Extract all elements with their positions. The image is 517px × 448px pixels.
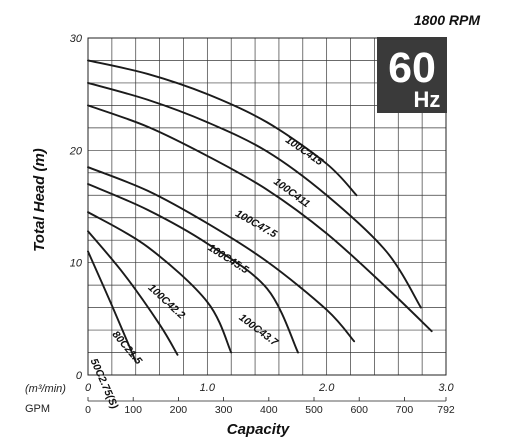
- y-tick-label: 20: [69, 145, 83, 157]
- curve-label: 100C47.5: [233, 208, 279, 241]
- curve-100C415: [87, 59, 358, 197]
- hz-badge-number: 60: [388, 44, 436, 92]
- curve-label: 100C43.7: [237, 312, 282, 350]
- rpm-label: 1800 RPM: [414, 12, 480, 28]
- plot-frame: [87, 37, 447, 376]
- x-tick-label: 3.0: [438, 382, 454, 394]
- curve-label: 80C21.5: [110, 329, 145, 367]
- x-unit-label: (m³/min): [25, 383, 66, 395]
- gpm-tick-label: 100: [124, 404, 142, 416]
- y-tick-label: 0: [76, 370, 83, 382]
- gpm-tick-label: 400: [260, 404, 278, 416]
- x-tick-label: 1.0: [200, 382, 216, 394]
- curve-label: 100C411: [271, 176, 312, 211]
- curve-100C42.2: [87, 211, 233, 354]
- gpm-tick-label: 500: [305, 404, 323, 416]
- x-tick-label: 0: [85, 382, 92, 394]
- gpm-tick-label: 792: [437, 404, 455, 416]
- performance-curves: [87, 59, 433, 363]
- y-tick-label: 10: [70, 258, 83, 270]
- curve-100C45.5: [87, 166, 356, 343]
- curve-label: 100C415: [283, 134, 325, 168]
- gpm-tick-label: 0: [85, 404, 91, 416]
- curve-100C43.7: [87, 183, 299, 354]
- gpm-tick-label: 600: [350, 404, 368, 416]
- curve-label: 50C2.75(S): [88, 357, 121, 411]
- y-tick-label: 30: [70, 33, 83, 45]
- curve-100C411: [87, 81, 422, 309]
- curve-50C2.75(S): [87, 250, 137, 363]
- gpm-tick-label: 200: [170, 404, 188, 416]
- gpm-tick-label: 300: [215, 404, 233, 416]
- gpm-tick-label: 700: [396, 404, 414, 416]
- y-axis-label: Total Head (m): [31, 148, 48, 252]
- curve-80C21.5: [87, 230, 179, 356]
- curve-100C47.5: [87, 104, 433, 333]
- x-tick-label: 2.0: [318, 382, 335, 394]
- gpm-label: GPM: [25, 403, 50, 415]
- x-axis-label: Capacity: [227, 421, 290, 438]
- curve-label: 100C42.2: [146, 282, 188, 322]
- hz-badge-unit: Hz: [414, 87, 441, 112]
- hz-badge: 60 Hz: [377, 37, 447, 113]
- hz-badge-background: [377, 37, 447, 113]
